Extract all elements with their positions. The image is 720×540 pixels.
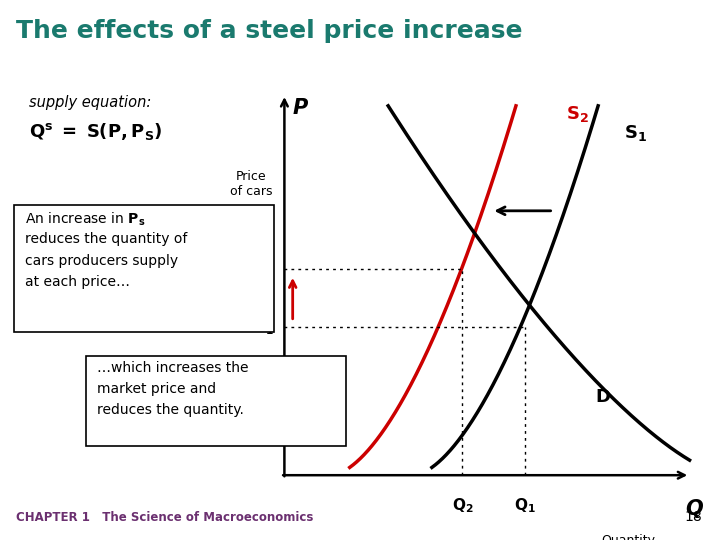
Text: Quantity
of cars: Quantity of cars xyxy=(601,534,655,540)
Text: $\mathbf{S_2}$: $\mathbf{S_2}$ xyxy=(566,104,589,124)
Text: at each price…: at each price… xyxy=(25,275,130,289)
Text: $\mathit{\mathbf{Q^s}}$ $\mathbf{=}$ $\mathit{\mathbf{S(P, P_S)}}$: $\mathit{\mathbf{Q^s}}$ $\mathbf{=}$ $\m… xyxy=(29,122,162,143)
Text: Price
of cars: Price of cars xyxy=(230,170,273,198)
Text: …which increases the: …which increases the xyxy=(97,361,248,375)
Text: P: P xyxy=(292,98,308,118)
Text: $\mathbf{Q_2}$: $\mathbf{Q_2}$ xyxy=(451,497,473,515)
Text: The effects of a steel price increase: The effects of a steel price increase xyxy=(16,19,522,43)
Text: $\mathbf{Q_1}$: $\mathbf{Q_1}$ xyxy=(513,497,536,515)
Text: 18: 18 xyxy=(684,510,702,524)
Text: $\mathbf{P_1}$: $\mathbf{P_1}$ xyxy=(254,318,274,337)
Text: market price and: market price and xyxy=(97,382,216,396)
Text: Q: Q xyxy=(685,498,703,518)
Text: $\mathbf{S_1}$: $\mathbf{S_1}$ xyxy=(624,123,647,143)
Text: supply equation:: supply equation: xyxy=(29,94,151,110)
Text: An increase in $\mathit{\mathbf{P}}_\mathbf{s}$: An increase in $\mathit{\mathbf{P}}_\mat… xyxy=(25,211,145,228)
Text: $\mathbf{D}$: $\mathbf{D}$ xyxy=(595,388,611,407)
Text: cars producers supply: cars producers supply xyxy=(25,254,179,268)
Text: CHAPTER 1   The Science of Macroeconomics: CHAPTER 1 The Science of Macroeconomics xyxy=(16,511,313,524)
Text: $\mathbf{P_2}$: $\mathbf{P_2}$ xyxy=(254,260,274,279)
Text: reduces the quantity.: reduces the quantity. xyxy=(97,403,244,417)
Text: reduces the quantity of: reduces the quantity of xyxy=(25,232,188,246)
